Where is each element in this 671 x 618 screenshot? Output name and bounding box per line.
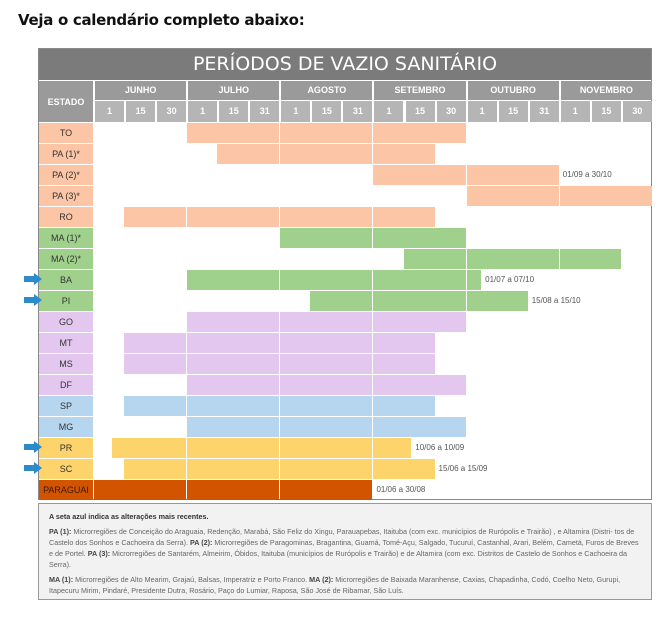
blue-arrow-icon: [24, 441, 42, 453]
state-label: TO: [39, 123, 93, 143]
period-label: 01/07 a 07/10: [485, 275, 535, 284]
state-label: MA (1)*: [39, 228, 93, 248]
period-bar: [186, 417, 466, 437]
period-label: 10/06 a 10/09: [415, 443, 465, 452]
day-tick: 30: [620, 101, 652, 122]
state-label: RO: [39, 207, 93, 227]
note-text: Microrregiões de Alto Mearim, Grajaú, Ba…: [73, 575, 310, 584]
day-tick: 1: [93, 101, 125, 122]
state-label: MG: [39, 417, 93, 437]
state-label: GO: [39, 312, 93, 332]
vazio-sanitario-chart: PERÍODOS DE VAZIO SANITÁRIO ESTADO JUNHO…: [38, 48, 653, 500]
day-tick: 1: [558, 101, 590, 122]
month-header: JULHO: [186, 81, 280, 100]
period-label: 15/08 a 15/10: [531, 296, 581, 305]
period-bar: [93, 480, 373, 500]
state-label: PA (1)*: [39, 144, 93, 164]
note-key: PA (2):: [190, 538, 213, 547]
month-header: NOVEMBRO: [558, 81, 652, 100]
note-key: PA (1):: [49, 527, 72, 536]
day-tick: 1: [186, 101, 218, 122]
day-tick: 1: [465, 101, 497, 122]
month-divider: [279, 122, 281, 499]
month-header: SETEMBRO: [372, 81, 466, 100]
day-tick: 15: [403, 101, 435, 122]
state-label: PARAGUAI: [39, 480, 93, 500]
month-divider: [93, 122, 94, 499]
month-divider: [465, 122, 467, 499]
state-label: PA (3)*: [39, 186, 93, 206]
period-bar: [403, 249, 621, 269]
notes-heading: A seta azul indica as alterações mais re…: [49, 512, 209, 521]
intro-heading: Veja o calendário completo abaixo:: [18, 11, 305, 29]
blue-arrow-icon: [24, 294, 42, 306]
period-bar: [186, 312, 466, 332]
period-bar: [372, 165, 559, 185]
footnotes-box: A seta azul indica as alterações mais re…: [38, 503, 652, 600]
month-divider: [186, 122, 188, 499]
day-tick: 15: [496, 101, 528, 122]
period-bar: [186, 270, 482, 290]
state-label: MA (2)*: [39, 249, 93, 269]
month-divider: [558, 122, 560, 499]
state-label: PI: [39, 291, 93, 311]
day-tick: 31: [527, 101, 559, 122]
state-label: BA: [39, 270, 93, 290]
period-bar: [186, 375, 466, 395]
state-label: SC: [39, 459, 93, 479]
period-label: 01/09 a 30/10: [562, 170, 612, 179]
state-label: SP: [39, 396, 93, 416]
note-text: Microrregiões de Paragominas, Bragantina…: [49, 538, 639, 558]
day-tick: 15: [589, 101, 621, 122]
note-key: MA (2):: [309, 575, 334, 584]
note-text: Microrregiões de Santarém, Almeirim, Óbi…: [49, 549, 628, 569]
month-divider: [372, 122, 374, 499]
chart-title: PERÍODOS DE VAZIO SANITÁRIO: [39, 49, 651, 80]
blue-arrow-icon: [24, 462, 42, 474]
month-header: AGOSTO: [279, 81, 373, 100]
row-header: ESTADO: [39, 81, 93, 122]
day-tick: 30: [434, 101, 466, 122]
note-paragraph: MA (1): Microrregiões de Alto Mearim, Gr…: [49, 574, 641, 596]
period-bar: [465, 186, 652, 206]
period-label: 15/06 a 15/09: [438, 464, 488, 473]
period-label: 01/06 a 30/08: [376, 485, 426, 494]
state-label: MT: [39, 333, 93, 353]
day-tick: 1: [279, 101, 311, 122]
day-tick: 1: [372, 101, 404, 122]
day-tick: 31: [248, 101, 280, 122]
day-tick: 15: [124, 101, 156, 122]
blue-arrow-icon: [24, 273, 42, 285]
day-tick: 15: [217, 101, 249, 122]
note-key: MA (1):: [49, 575, 74, 584]
period-bar: [111, 438, 412, 458]
state-label: PR: [39, 438, 93, 458]
day-tick: 31: [341, 101, 373, 122]
period-bar: [186, 123, 466, 143]
month-header: OUTUBRO: [465, 81, 559, 100]
period-bar: [217, 144, 435, 164]
note-paragraph: PA (1): Microrregiões de Conceição do Ar…: [49, 526, 641, 570]
note-text: Microrregiões de Baixada Maranhense, Cax…: [49, 575, 621, 595]
note-key: PA (3):: [87, 549, 111, 558]
day-tick: 30: [155, 101, 187, 122]
period-bar: [310, 291, 528, 311]
state-label: MS: [39, 354, 93, 374]
state-label: DF: [39, 375, 93, 395]
note-text: Microrregiões de Conceição do Araguaia, …: [49, 527, 635, 547]
state-label: PA (2)*: [39, 165, 93, 185]
month-divider: [651, 122, 653, 499]
day-tick: 15: [310, 101, 342, 122]
month-header: JUNHO: [93, 81, 187, 100]
